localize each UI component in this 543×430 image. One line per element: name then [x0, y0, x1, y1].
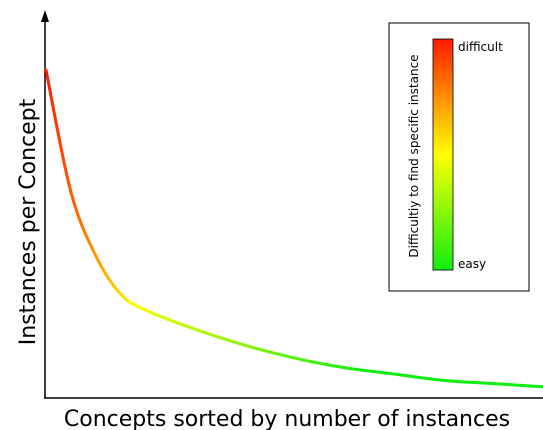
curve-segment [57, 137, 64, 153]
curve-segment [50, 102, 57, 117]
legend: difficult easy Difficultiy to find speci… [388, 22, 530, 292]
y-axis-arrow [41, 10, 49, 22]
legend-low-label: easy [458, 257, 486, 271]
curve-segment [47, 82, 52, 95]
curve-segment [64, 171, 71, 185]
legend-high-label: difficult [458, 40, 503, 54]
decay-curve [44, 68, 543, 389]
curve-segment [60, 149, 66, 164]
legend-color-bar [432, 38, 454, 271]
curve-segment [53, 113, 59, 129]
x-axis-title: Concepts sorted by number of instances [64, 407, 510, 430]
curve-segment [55, 125, 61, 141]
curve-segment [62, 160, 68, 175]
legend-title: Difficultiy to find specific instance [407, 54, 421, 257]
legend-frame [388, 22, 530, 292]
curve-segment [48, 91, 54, 106]
y-axis-title: Instances per Concept [16, 98, 41, 345]
